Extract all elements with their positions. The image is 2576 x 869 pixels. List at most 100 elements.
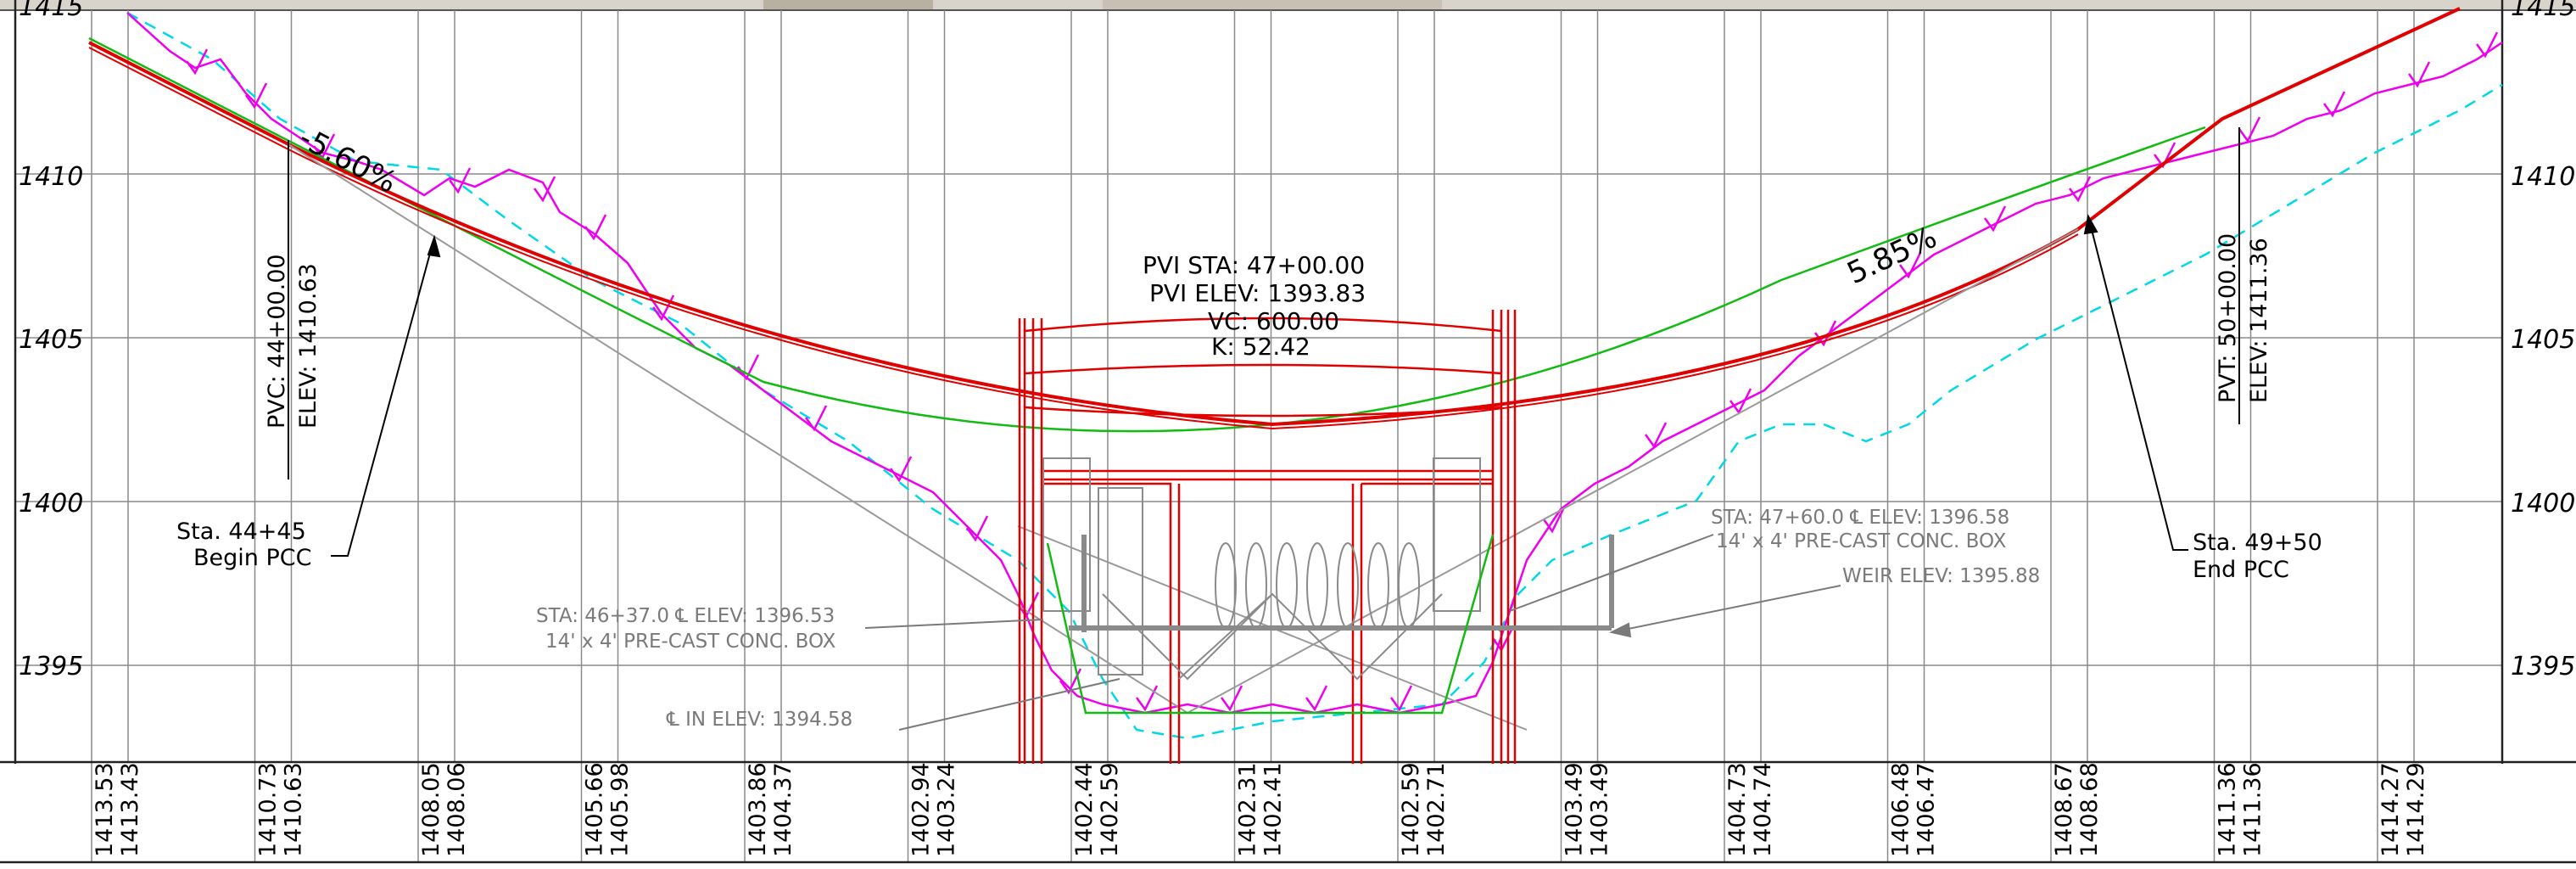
elev-label-top-right: 1415 (2511, 0, 2575, 22)
ground-hatch-ticks (185, 31, 2499, 712)
pvc-pvt-lines (288, 127, 2240, 479)
begin-pcc-text: Begin PCC (193, 545, 311, 571)
hatch-tick-21 (1813, 320, 1837, 347)
station-elev-9-1: 1403.49 (1587, 762, 1613, 857)
grade-right-label: 5.85% (1842, 221, 1942, 291)
end-pcc-sta: Sta. 49+50 (2193, 530, 2322, 556)
elev-label-right-1400: 1400 (2511, 489, 2575, 519)
station-elev-8-0: 1402.59 (1398, 762, 1424, 857)
station-elev-7-1: 1402.41 (1260, 762, 1287, 857)
elev-label-right-1395: 1395 (2511, 652, 2575, 681)
station-elev-10-1: 1404.74 (1750, 762, 1776, 857)
station-elev-1-1: 1410.63 (281, 762, 307, 857)
channel-bottom (1046, 534, 1495, 715)
station-elev-1-0: 1410.73 (255, 762, 282, 857)
end-pcc-label: Sta. 49+50 End PCC (2193, 530, 2322, 583)
station-elev-11-0: 1406.48 (1888, 762, 1914, 857)
left-box-sta: STA: 46+37.0 ℄ ELEV: 1396.53 (536, 605, 835, 627)
pvt-sta: PVT: 50+00.00 (2215, 233, 2241, 403)
hatch-tick-15 (1305, 685, 1328, 712)
pvi-sta: PVI STA: 47+00.00 (1143, 251, 1365, 279)
station-elev-2-0: 1408.05 (418, 762, 444, 857)
station-elev-4-1: 1404.37 (770, 762, 796, 857)
pvi-info: PVI STA: 47+00.00 PVI ELEV: 1393.83 VC: … (1143, 251, 1366, 361)
leader-lines-grey (864, 534, 1841, 731)
station-elev-3-0: 1405.66 (582, 762, 608, 857)
pvt-label: PVT: 50+00.00 ELEV: 1411.36 (2215, 233, 2272, 403)
station-elev-6-1: 1402.59 (1097, 762, 1123, 857)
station-elev-12-0: 1408.67 (2051, 762, 2077, 857)
elev-label-right-1405: 1405 (2511, 325, 2575, 355)
hatch-tick-10 (965, 515, 989, 542)
right-box-sta: STA: 47+60.0 ℄ ELEV: 1396.58 (1711, 507, 2009, 529)
hatch-tick-27 (2322, 91, 2346, 118)
elev-label-left-1405: 1405 (19, 325, 83, 355)
grid (15, 10, 2502, 862)
elev-label-top-left: 1415 (19, 0, 83, 22)
hatch-tick-18 (1542, 507, 1566, 534)
culvert-cell-5 (1367, 542, 1389, 629)
elevation-labels-left: 1415 1410 1405 1400 1395 (19, 0, 83, 681)
station-elev-11-1: 1406.47 (1914, 762, 1940, 857)
station-elev-13-0: 1411.36 (2215, 762, 2241, 857)
station-elev-10-0: 1404.73 (1724, 762, 1751, 857)
hatch-tick-3 (448, 167, 472, 194)
station-elev-6-0: 1402.44 (1071, 762, 1098, 857)
hatch-tick-9 (889, 456, 913, 483)
hatch-tick-28 (2407, 61, 2431, 88)
design-profile-line (88, 7, 2461, 427)
station-elev-5-1: 1403.24 (934, 762, 960, 857)
hatch-tick-5 (584, 214, 607, 241)
ground-hatch-left (126, 12, 1104, 706)
station-elev-13-1: 1411.36 (2240, 762, 2266, 857)
begin-pcc-sta: Sta. 44+45 (176, 519, 306, 545)
culvert-cells (1215, 542, 1420, 629)
right-box-desc: 14' x 4' PRE-CAST CONC. BOX (1716, 530, 2007, 552)
station-elev-14-1: 1414.29 (2403, 762, 2429, 857)
culvert-cell-3 (1306, 542, 1328, 629)
pvt-elev: ELEV: 1411.36 (2246, 238, 2272, 403)
station-elev-14-0: 1414.27 (2378, 762, 2404, 857)
hatch-tick-26 (2238, 116, 2261, 143)
end-pcc-text: End PCC (2193, 557, 2289, 583)
left-box-note: STA: 46+37.0 ℄ ELEV: 1396.53 14' x 4' PR… (536, 605, 836, 653)
right-box-note: STA: 47+60.0 ℄ ELEV: 1396.58 14' x 4' PR… (1711, 507, 2009, 552)
weir-elev-note: WEIR ELEV: 1395.88 (1842, 565, 2040, 587)
station-elev-12-1: 1408.68 (2076, 762, 2103, 857)
hatch-tick-13 (1135, 685, 1159, 712)
begin-pcc-label: Sta. 44+45 Begin PCC (176, 519, 311, 571)
pvi-elev: PVI ELEV: 1393.83 (1149, 279, 1366, 307)
culvert-grey (1042, 457, 1614, 681)
station-elev-5-0: 1402.94 (908, 762, 935, 857)
hatch-tick-29 (2475, 31, 2499, 59)
leader-lines (331, 214, 2188, 557)
station-elev-8-1: 1402.71 (1423, 762, 1450, 857)
hatch-tick-20 (1729, 388, 1752, 415)
pvc-sta: PVC: 44+00.00 (264, 254, 290, 429)
elev-label-left-1400: 1400 (19, 489, 83, 519)
elev-label-right-1410: 1410 (2511, 162, 2575, 192)
hatch-tick-1 (244, 82, 268, 109)
culvert-structure (1018, 310, 1517, 764)
existing-ground-line (88, 36, 2206, 433)
station-elev-4-0: 1403.86 (745, 762, 771, 857)
station-elevation-labels: 1413.53 1413.43 1410.73 1410.63 1408.05 1408.… (92, 762, 2429, 857)
left-box-desc: 14' x 4' PRE-CAST CONC. BOX (545, 631, 836, 653)
elevation-labels-right: 1415 1410 1405 1400 1395 (2511, 0, 2575, 681)
elev-label-left-1395: 1395 (19, 652, 83, 681)
pvi-vc: VC: 600.00 (1208, 307, 1339, 335)
hatch-tick-8 (804, 405, 828, 432)
station-elev-0-0: 1413.53 (92, 762, 118, 857)
pvi-k: K: 52.42 (1211, 333, 1310, 361)
fl-in-elev-note: ℄ IN ELEV: 1394.58 (666, 709, 852, 731)
elev-label-left-1410: 1410 (19, 162, 83, 192)
hatch-tick-0 (185, 48, 209, 76)
ground-hatch-bottom (1102, 41, 2503, 715)
hatch-tick-22 (1898, 252, 1922, 279)
station-elev-3-1: 1405.98 (607, 762, 634, 857)
top-strip (0, 0, 2576, 11)
pvc-label: PVC: 44+00.00 ELEV: 1410.63 (264, 254, 321, 429)
hatch-tick-24 (2068, 176, 2092, 203)
culvert-cell-0 (1215, 542, 1237, 629)
